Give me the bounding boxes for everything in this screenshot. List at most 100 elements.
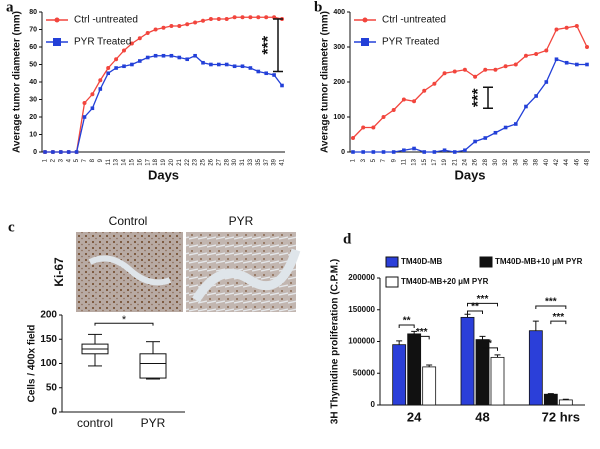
x-tick-label: 36 — [524, 158, 530, 165]
series-line — [352, 25, 588, 139]
legend-label: Ctrl -untreated — [382, 15, 446, 26]
point — [74, 150, 79, 154]
x-tick-label: 9 — [98, 158, 104, 162]
x-tick-label: 32 — [503, 158, 509, 165]
significance-bracket — [482, 347, 498, 351]
x-axis-label: Days — [454, 167, 485, 182]
point — [130, 62, 134, 67]
x-tick-label: 39 — [272, 158, 278, 165]
legend-marker — [54, 17, 60, 23]
point — [82, 115, 87, 119]
point — [473, 74, 478, 79]
point — [240, 64, 245, 69]
point — [513, 122, 518, 126]
y-tick-label: 0 — [371, 400, 376, 409]
point — [98, 78, 103, 83]
x-tick-label: 37 — [264, 158, 270, 165]
y-tick-label: 50000 — [353, 368, 376, 377]
legend-label: TM40D-MB+20 μM PYR — [401, 277, 489, 286]
significance-bracket — [398, 324, 415, 328]
point — [90, 106, 95, 111]
y-tick-label: 300 — [333, 44, 345, 51]
x-tick-label: 41 — [280, 158, 286, 165]
y-tick-label: 400 — [333, 9, 345, 16]
point — [114, 66, 118, 70]
x-tick-label: 33 — [248, 158, 254, 165]
point — [462, 67, 467, 72]
y-tick-label: 200 — [333, 79, 345, 86]
point — [412, 146, 416, 151]
tissue-gap — [88, 255, 172, 286]
point — [137, 36, 142, 41]
point — [208, 17, 213, 21]
x-tick-label: 28 — [224, 158, 230, 165]
point — [412, 99, 417, 104]
point — [114, 57, 119, 62]
y-axis-label: Average tumor diameter (mm) — [320, 11, 331, 153]
y-tick-label: 100 — [333, 114, 345, 121]
box — [139, 353, 167, 379]
x-tick-label: 5 — [74, 158, 80, 162]
significance-bracket — [535, 305, 567, 309]
significance-bracket — [413, 335, 430, 340]
point — [381, 115, 386, 119]
x-tick-label: 15 — [129, 158, 135, 165]
point — [574, 24, 579, 28]
x-tick-label: 40 — [544, 158, 550, 165]
annotation: * — [122, 314, 127, 326]
annotation: * — [488, 338, 492, 349]
point — [161, 25, 166, 30]
x-tick-label: 26 — [473, 158, 479, 165]
x-tick-label: 31 — [240, 158, 246, 165]
point — [185, 22, 190, 27]
point — [503, 64, 508, 69]
y-tick-label: 50 — [29, 61, 37, 68]
x-tick-label: 7 — [82, 158, 88, 162]
bar — [528, 330, 543, 406]
annotation: *** — [260, 35, 277, 54]
y-tick-label: 200000 — [348, 273, 375, 282]
point — [129, 41, 134, 46]
point — [59, 150, 63, 154]
x-tick-label: 28 — [483, 158, 489, 165]
stain-label: Ki-67 — [52, 257, 66, 287]
x-tick-label: 1 — [351, 158, 357, 162]
annotation: ** — [403, 316, 411, 327]
y-tick-label: 100000 — [348, 337, 375, 346]
annotation: *** — [470, 88, 487, 107]
point — [145, 31, 150, 35]
x-tick-label: 38 — [534, 158, 540, 165]
y-tick-label: 20 — [29, 114, 37, 121]
point — [264, 71, 268, 76]
x-tick-label: 25 — [201, 158, 207, 165]
x-tick-label: 18 — [153, 158, 159, 165]
point — [209, 62, 213, 67]
point — [503, 125, 508, 130]
panel-letter: b — [314, 0, 322, 15]
point — [216, 17, 221, 21]
bar — [490, 356, 505, 406]
significance-bracket — [483, 86, 493, 109]
x-axis-label: Days — [148, 167, 179, 182]
x-tick-label: 4 — [66, 158, 72, 162]
bar — [422, 366, 437, 406]
point — [248, 15, 253, 20]
point — [161, 53, 166, 58]
x-tick-label: 26 — [208, 158, 214, 165]
point — [201, 18, 205, 23]
error-bar — [547, 393, 554, 395]
point — [98, 87, 103, 91]
x-tick-label: 13 — [114, 158, 120, 165]
point — [585, 45, 589, 49]
x-tick-label: 72 hrs — [542, 409, 580, 424]
point — [534, 52, 539, 56]
point — [153, 27, 158, 32]
x-tick-label: control — [77, 416, 113, 430]
point — [493, 67, 498, 72]
bar — [460, 316, 475, 406]
y-tick-label: 10 — [29, 131, 37, 138]
point — [82, 101, 87, 105]
x-tick-label: 8 — [90, 158, 96, 162]
point — [432, 81, 437, 86]
